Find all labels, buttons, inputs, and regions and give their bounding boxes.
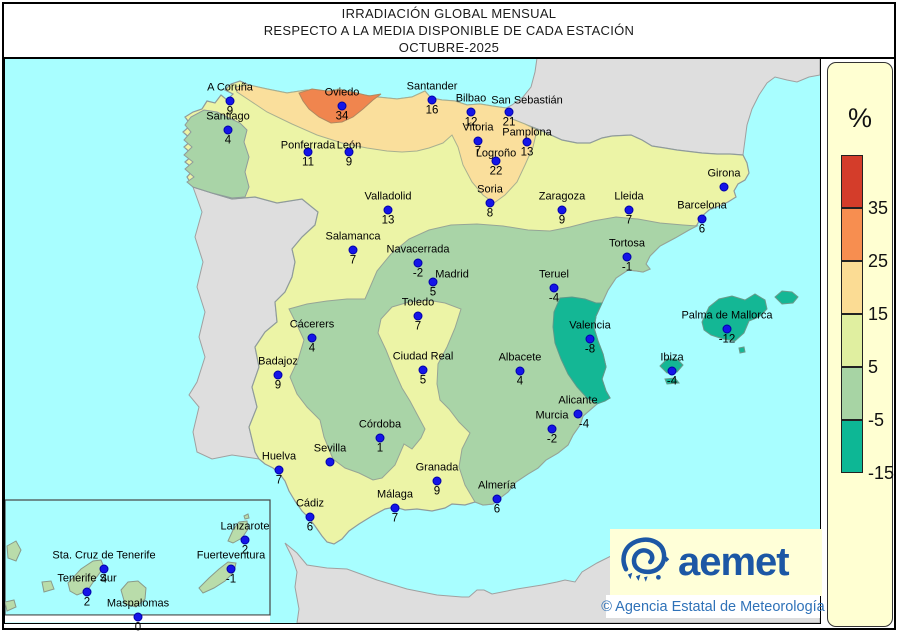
spain-map <box>5 59 820 623</box>
map-area <box>4 58 821 624</box>
legend-unit-label: % <box>847 103 872 133</box>
title-line-3: OCTUBRE-2025 <box>398 40 500 55</box>
aemet-swirl-icon <box>621 537 670 582</box>
ibiza-island <box>659 358 684 374</box>
legend-entry: 5 <box>841 314 878 376</box>
aemet-caption-strip: © Agencia Estatal de Meteorología <box>601 595 825 618</box>
legend-tick-label: 15 <box>868 304 889 324</box>
title-box: IRRADIACIÓN GLOBAL MENSUAL RESPECTO A LA… <box>4 4 894 59</box>
region-galicia-green <box>183 109 250 199</box>
aemet-logo-card: aemet <box>610 529 822 596</box>
inset-margin <box>5 615 270 623</box>
legend-entry: 15 <box>841 261 888 323</box>
legend-color-box <box>841 314 863 367</box>
legend-tick-label: 5 <box>868 357 879 377</box>
cabrera-island <box>738 346 746 354</box>
legend-color-box <box>841 420 863 473</box>
legend-entry: -15 <box>841 420 894 482</box>
legend-entry: 35 <box>841 155 888 217</box>
aemet-caption: © Agencia Estatal de Meteorología <box>601 598 825 615</box>
canary-islands <box>5 513 250 612</box>
region-valencia-teal <box>552 296 611 405</box>
legend-entry: 25 <box>841 208 888 270</box>
legend-entry: -5 <box>841 367 884 429</box>
legend-tick-label: -5 <box>868 410 885 430</box>
title-line-1: IRRADIACIÓN GLOBAL MENSUAL <box>341 6 557 21</box>
legend-color-box <box>841 261 863 314</box>
title-line-2: RESPECTO A LA MEDIA DISPONIBLE DE CADA E… <box>263 23 635 38</box>
legend-panel: % 35 25 15 5 -5 -15 <box>827 62 894 627</box>
menorca-island <box>774 290 799 305</box>
aemet-wordmark: aemet <box>678 540 790 584</box>
mallorca-island <box>701 293 768 342</box>
legend-tick-label: 25 <box>868 251 889 271</box>
legend-color-box <box>841 367 863 420</box>
legend-color-box <box>841 155 863 208</box>
legend-color-box <box>841 208 863 261</box>
legend-tick-label: 35 <box>868 198 889 218</box>
formentera-island <box>664 377 680 385</box>
legend-tick-label: -15 <box>868 463 895 483</box>
legend-color-scale: 35 25 15 5 -5 -15 <box>841 155 894 482</box>
